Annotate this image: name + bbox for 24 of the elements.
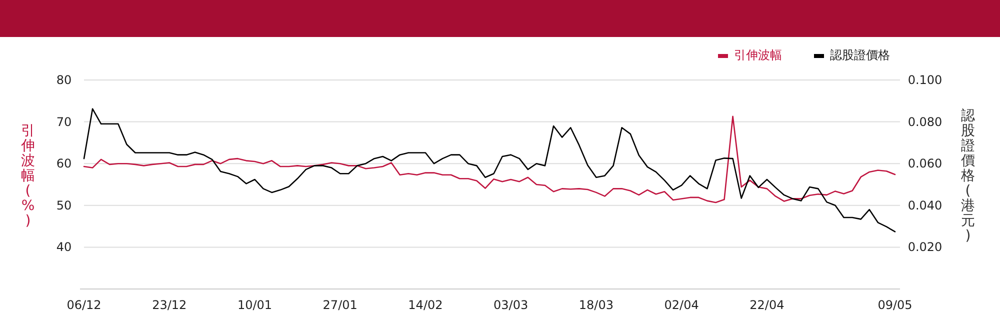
y2-tick-label: 0.080 (908, 114, 942, 129)
x-tick-label: 06/12 (66, 298, 102, 312)
y2-axis-title: 認股證價格(港元) (961, 108, 975, 244)
x-tick-label: 14/02 (408, 298, 443, 312)
y-tick-label: 60 (56, 156, 72, 171)
x-tick-label: 09/05 (878, 298, 912, 312)
legend-label: 認股證價格 (830, 48, 890, 62)
y-axis-title: 引伸波幅(%) (21, 123, 35, 229)
y2-tick-label: 0.060 (908, 156, 942, 171)
x-tick-label: 22/04 (750, 298, 784, 312)
y2-tick-label: 0.100 (908, 73, 942, 87)
y-tick-label: 80 (56, 73, 72, 87)
y-tick-label: 50 (56, 198, 72, 212)
x-tick-label: 10/01 (237, 298, 272, 312)
y2-tick-label: 0.020 (908, 240, 942, 254)
y-tick-label: 70 (56, 114, 72, 129)
x-tick-label: 27/01 (322, 298, 358, 312)
x-tick-label: 23/12 (152, 298, 187, 312)
y2-tick-label: 0.040 (908, 198, 942, 212)
legend-label: 引伸波幅 (734, 48, 782, 62)
x-tick-label: 18/03 (578, 298, 614, 312)
x-tick-label: 03/03 (494, 298, 528, 312)
y-tick-label: 40 (56, 240, 72, 254)
x-tick-label: 02/04 (664, 298, 699, 312)
